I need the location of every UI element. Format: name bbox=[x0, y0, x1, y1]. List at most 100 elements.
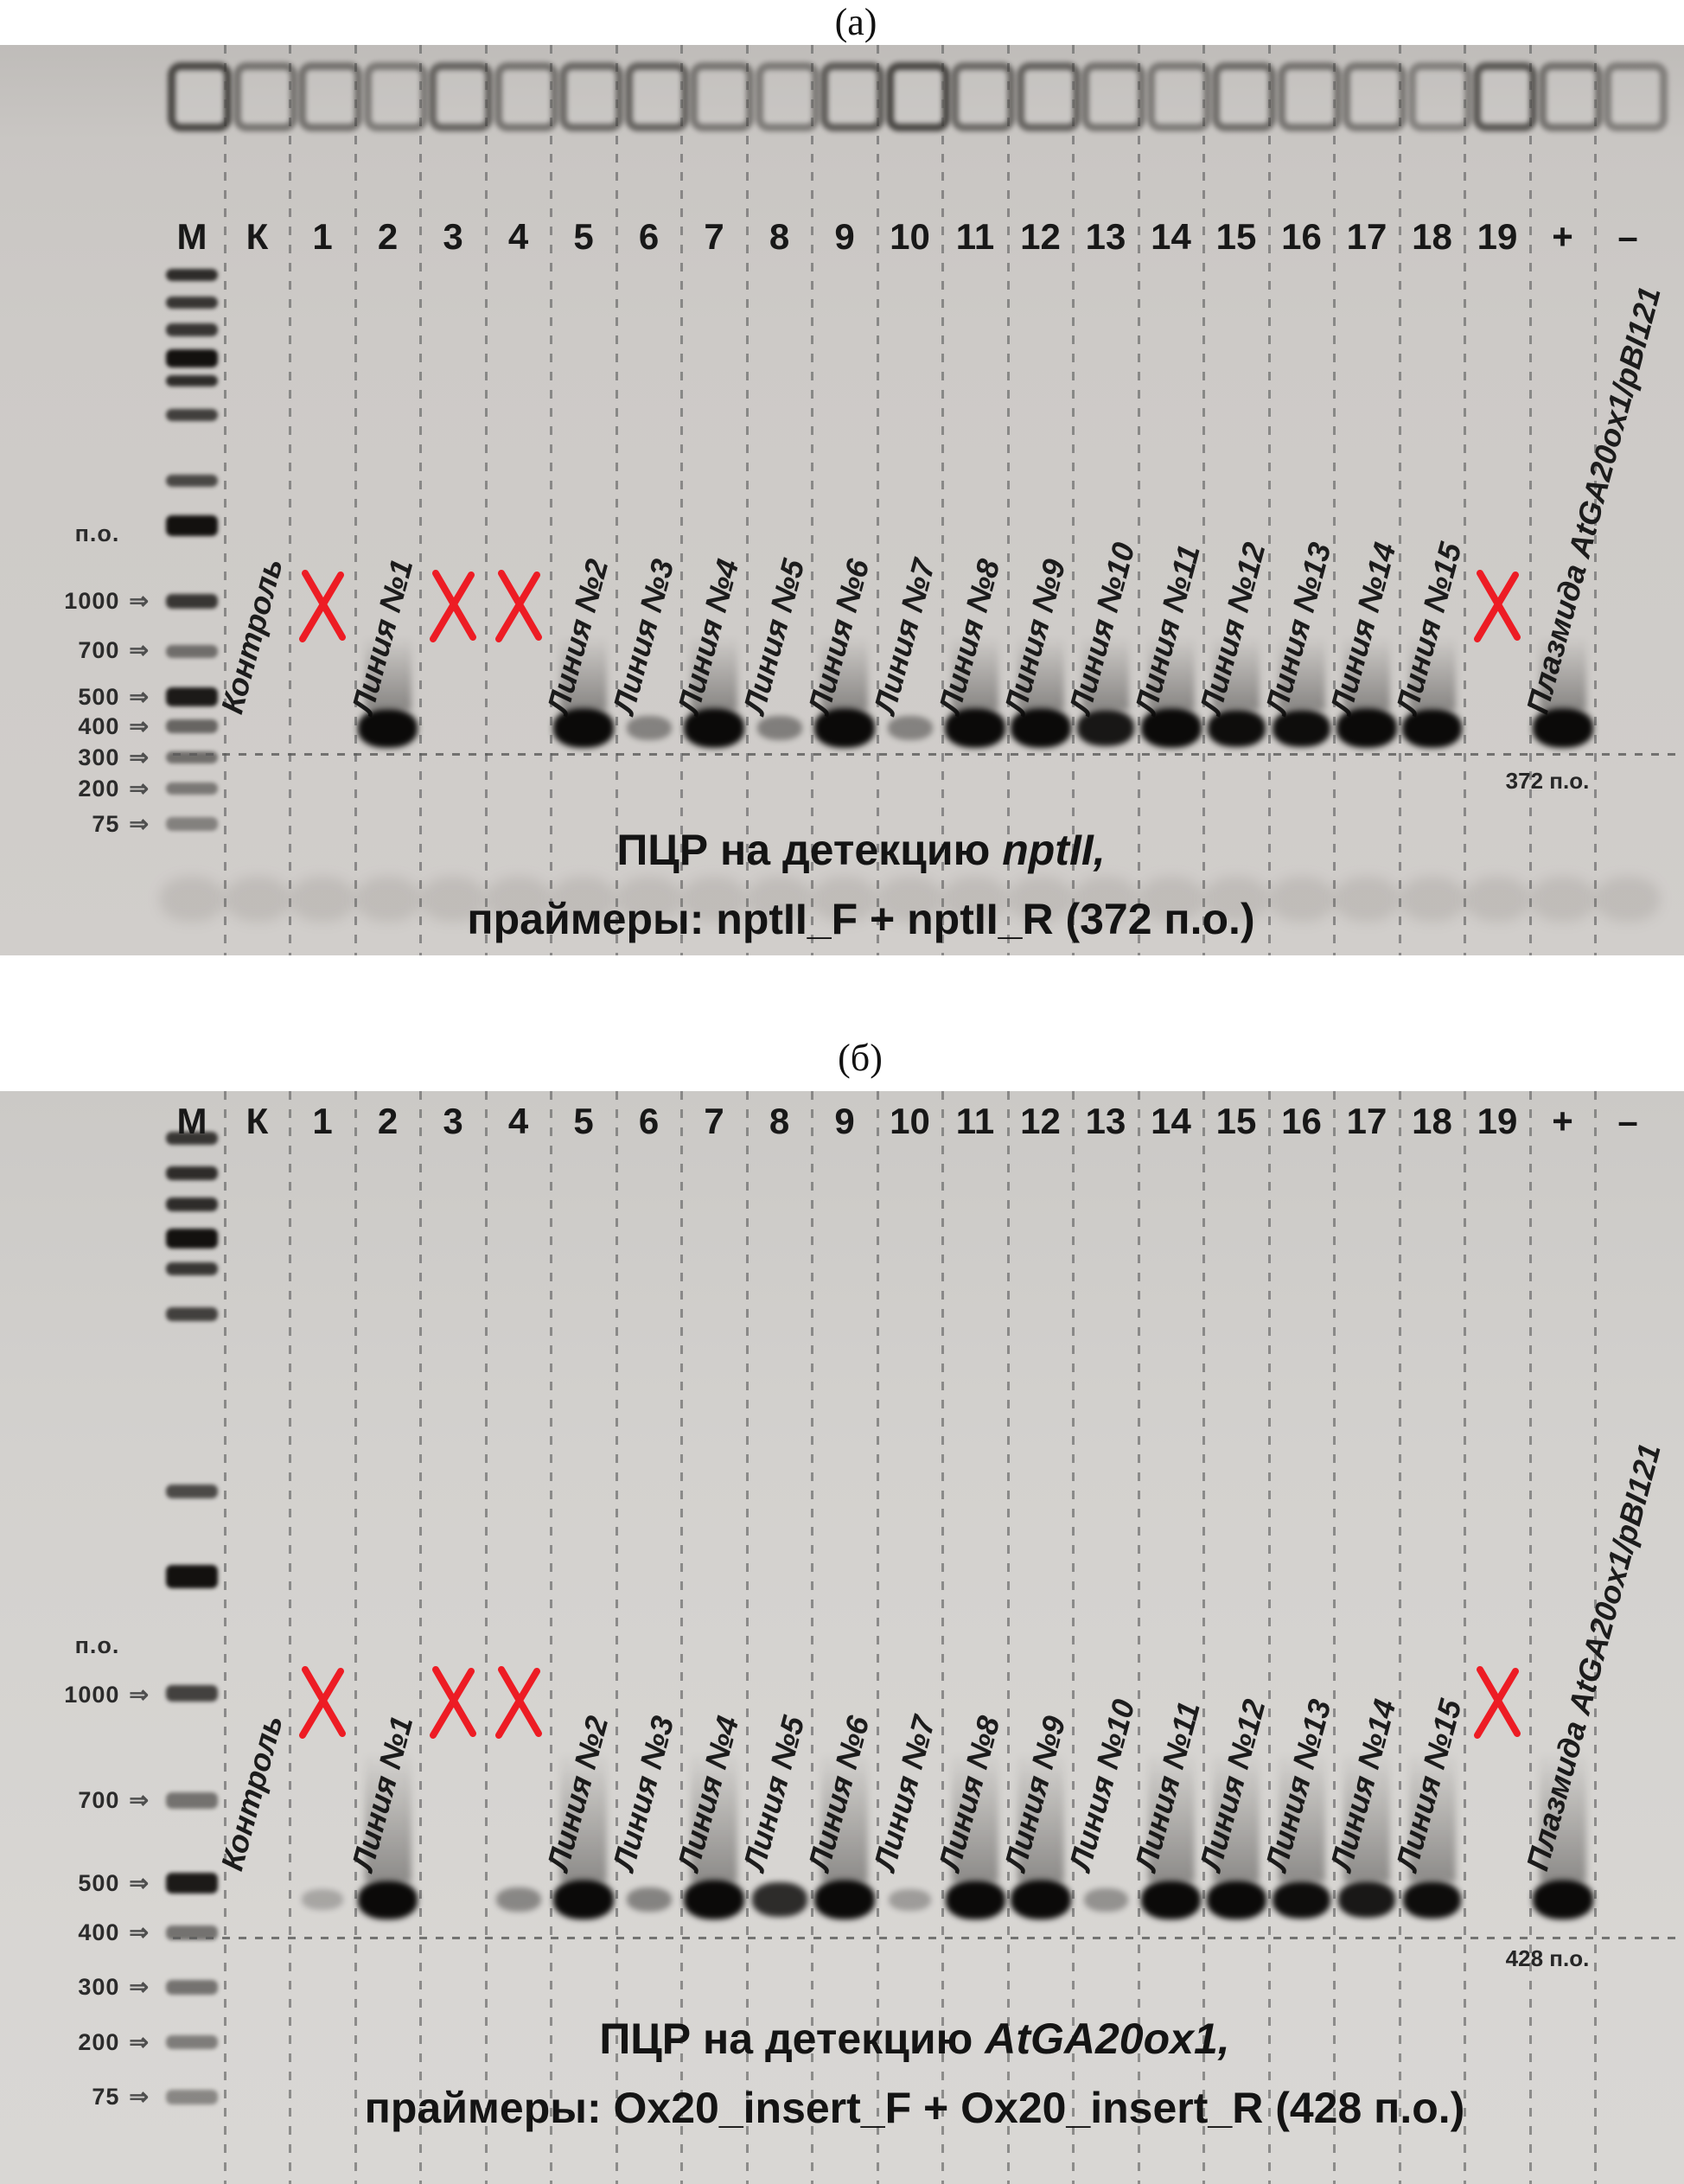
rejected-x-mark bbox=[295, 1664, 350, 1740]
bp-scale-value: 300 bbox=[78, 1973, 120, 2000]
background-smear bbox=[1008, 877, 1073, 922]
lane-label-14: 14 bbox=[1151, 1101, 1191, 1141]
ladder-band bbox=[166, 1261, 218, 1275]
band-smear-trail bbox=[821, 637, 868, 711]
bp-scale-value: 700 bbox=[78, 1786, 120, 1813]
background-smear bbox=[552, 877, 616, 922]
gel-well bbox=[363, 62, 428, 131]
lane-label-11: 11 bbox=[955, 1101, 995, 1141]
lane-separator bbox=[1594, 45, 1598, 955]
arrow-right-icon: ⇒ bbox=[129, 636, 149, 663]
bp-scale-value: 400 bbox=[78, 1919, 120, 1945]
pcr-band bbox=[495, 1887, 541, 1912]
panel-b-header: (б) bbox=[838, 1037, 883, 1079]
gel-well bbox=[885, 62, 950, 131]
bp-scale-value: 500 bbox=[78, 683, 120, 710]
lane-separator bbox=[354, 1091, 357, 2184]
lane-label-M: M bbox=[176, 216, 207, 257]
pcr-band bbox=[814, 708, 875, 748]
bp-scale-mark: 500 ⇒ bbox=[22, 1868, 149, 1898]
ladder-band bbox=[166, 1228, 218, 1248]
pcr-band bbox=[1336, 708, 1397, 748]
pcr-band bbox=[814, 1880, 875, 1919]
pcr-band bbox=[1083, 1887, 1128, 1912]
bp-scale-mark: 75 ⇒ bbox=[22, 809, 149, 839]
lane-separator bbox=[1267, 45, 1271, 955]
lane-separator bbox=[1528, 1091, 1532, 2184]
ladder-band bbox=[166, 687, 218, 706]
bp-scale-value: 300 bbox=[78, 744, 120, 770]
rejected-x-mark bbox=[425, 1664, 481, 1740]
lane-separator bbox=[1528, 45, 1532, 955]
lane-separator bbox=[1202, 45, 1206, 955]
background-smear bbox=[682, 877, 746, 922]
lane-label-10: 10 bbox=[890, 216, 930, 257]
lane-separator bbox=[876, 45, 879, 955]
caption-a-line2: праймеры: nptII_F + nptII_R (372 п.о.) bbox=[467, 895, 1255, 943]
gel-well bbox=[624, 62, 689, 131]
pcr-band bbox=[889, 1888, 931, 1911]
band-smear-trail bbox=[952, 637, 998, 711]
lane-separator bbox=[1464, 1091, 1467, 2184]
lane-separator bbox=[550, 45, 553, 955]
lane-separator bbox=[1072, 45, 1075, 955]
background-smear bbox=[355, 877, 420, 922]
bp-scale-mark: 700 ⇒ bbox=[22, 1785, 149, 1815]
lane-label-14: 14 bbox=[1151, 216, 1191, 257]
lane-separator bbox=[745, 45, 749, 955]
gel-well bbox=[951, 62, 1015, 131]
bp-scale-mark: 400 ⇒ bbox=[22, 1918, 149, 1947]
bp-scale-value: 1000 bbox=[64, 1681, 120, 1708]
panel-a-header: (а) bbox=[834, 1, 877, 43]
ladder-band bbox=[166, 1684, 218, 1702]
gel-well bbox=[1473, 62, 1537, 131]
lane-separator bbox=[1594, 1091, 1598, 2184]
ladder-band bbox=[166, 1307, 218, 1321]
bp-scale-mark: 700 ⇒ bbox=[22, 635, 149, 665]
gel-well bbox=[1538, 62, 1603, 131]
bp-scale-value: 500 bbox=[78, 1869, 120, 1896]
ladder-band bbox=[166, 348, 218, 367]
bp-unit-label: п.о.⇒ bbox=[22, 1631, 149, 1660]
bp-scale-mark: 1000 ⇒ bbox=[22, 586, 149, 616]
lane-label-5: 5 bbox=[573, 216, 594, 257]
lane-separator bbox=[1202, 1091, 1206, 2184]
gel-well bbox=[298, 62, 362, 131]
bp-scale-mark: 300 ⇒ bbox=[22, 1972, 149, 2002]
lane-label-6: 6 bbox=[638, 1101, 660, 1141]
pcr-band bbox=[1403, 1881, 1461, 1919]
pcr-band bbox=[1140, 708, 1202, 748]
lane-label-10: 10 bbox=[890, 1101, 930, 1141]
pcr-band bbox=[553, 708, 614, 748]
pcr-band bbox=[1273, 1881, 1330, 1919]
arrow-right-icon: ⇒ bbox=[129, 744, 149, 770]
band-smear-trail bbox=[691, 637, 737, 711]
gel-well bbox=[820, 62, 884, 131]
ladder-band bbox=[166, 644, 218, 658]
lane-separator bbox=[941, 1091, 945, 2184]
lane-label-7: 7 bbox=[704, 216, 724, 257]
band-smear-trail bbox=[952, 1753, 998, 1882]
lane-separator bbox=[289, 45, 292, 955]
background-smear bbox=[486, 877, 551, 922]
gel-well bbox=[168, 62, 232, 131]
pcr-band bbox=[684, 1880, 744, 1919]
ladder-band bbox=[166, 1485, 218, 1498]
lane-separator bbox=[419, 45, 423, 955]
lane-label-15: 15 bbox=[1215, 216, 1257, 257]
bp-scale-mark: 500 ⇒ bbox=[22, 682, 149, 712]
ladder-band bbox=[166, 475, 218, 487]
arrow-right-icon: ⇒ bbox=[129, 1681, 149, 1708]
ladder-band bbox=[166, 1564, 218, 1588]
bp-scale-value: 400 bbox=[78, 712, 120, 739]
lane-label-12: 12 bbox=[1020, 1101, 1061, 1141]
arrow-right-icon: ⇒ bbox=[129, 1919, 149, 1945]
lane-separator bbox=[1072, 1091, 1075, 2184]
band-smear-trail bbox=[1343, 637, 1390, 711]
band-smear-trail bbox=[1278, 1753, 1325, 1882]
background-smear bbox=[877, 877, 942, 922]
ladder-band bbox=[166, 322, 218, 336]
rejected-x-mark bbox=[425, 567, 481, 643]
bp-scale-mark: 300 ⇒ bbox=[22, 743, 149, 772]
band-smear-trail bbox=[560, 1753, 607, 1882]
